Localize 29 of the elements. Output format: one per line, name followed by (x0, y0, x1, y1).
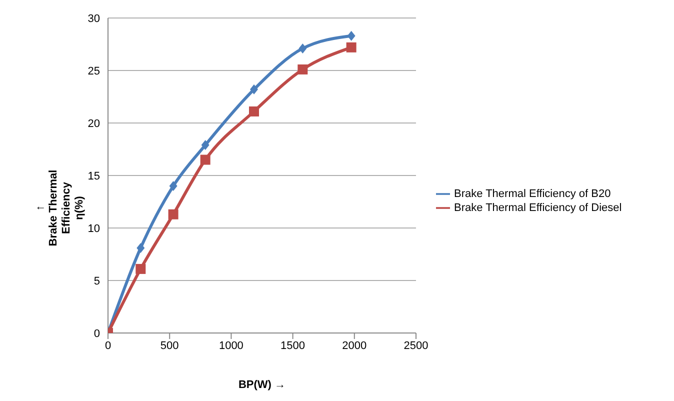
x-tick-label: 1000 (218, 340, 244, 352)
point (136, 264, 146, 274)
legend-label: Brake Thermal Efficiency of B20 (454, 187, 611, 200)
x-tick-label: 1500 (280, 340, 306, 352)
point (347, 30, 356, 41)
x-tick-label: 500 (160, 340, 179, 352)
point (168, 209, 178, 220)
point (298, 43, 307, 54)
y-tick-label: 15 (88, 170, 100, 182)
point (169, 181, 178, 191)
point (201, 140, 210, 150)
x-axis-title: BP(W) → (238, 379, 286, 391)
y-tick-label: 20 (88, 118, 100, 130)
y-axis-title: ↑ Brake Thermal Efficiency η(%) (34, 170, 86, 246)
y-tick-label: 10 (88, 222, 100, 235)
x-tick-label: 2000 (342, 340, 367, 352)
point (346, 42, 356, 52)
x-tick-label: 0 (104, 340, 112, 352)
point (298, 64, 308, 74)
point (250, 84, 258, 94)
x-tick-label: 2500 (404, 340, 428, 352)
point (136, 242, 145, 253)
y-tick-label: 0 (94, 328, 100, 340)
y-tick-label: 30 (88, 12, 100, 25)
legend-label: Brake Thermal Efficiency of Diesel (454, 201, 622, 214)
point (200, 154, 210, 165)
y-tick-label: 5 (94, 275, 100, 288)
y-tick-label: 25 (88, 65, 100, 78)
point (248, 106, 259, 116)
